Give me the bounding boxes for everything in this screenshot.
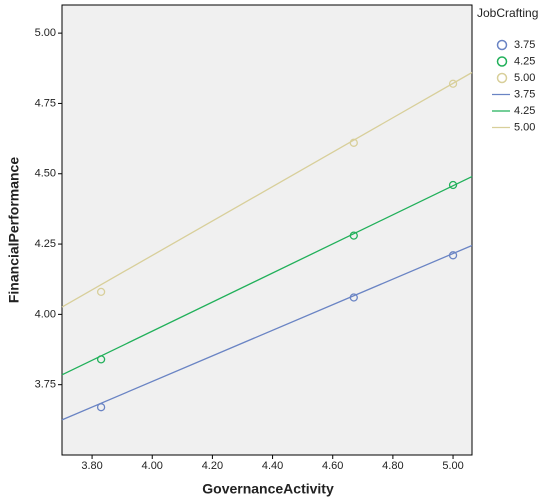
fit-line: [61, 71, 473, 308]
legend-label: 5.00: [514, 121, 535, 133]
x-tick-label: 4.00: [142, 460, 163, 472]
legend-label: 5.00: [514, 72, 535, 84]
fit-line: [61, 175, 473, 376]
legend-marker: [496, 72, 508, 84]
point: [349, 231, 358, 240]
x-tick-label: 4.60: [322, 460, 343, 472]
legend-label: 4.25: [514, 105, 535, 117]
point: [448, 180, 458, 190]
legend-label: 3.75: [514, 39, 535, 51]
y-axis-label: FinancialPerformance: [6, 157, 22, 303]
y-tick-label: 4.75: [35, 97, 56, 109]
x-axis-label: GovernanceActivity: [202, 481, 334, 497]
y-tick-label: 5.00: [35, 27, 56, 39]
point: [349, 293, 358, 302]
x-tick-label: 4.80: [382, 460, 403, 472]
legend-marker: [496, 56, 508, 67]
plot-area: [61, 4, 473, 456]
y-tick-label: 4.25: [35, 238, 56, 250]
legend-label: 3.75: [514, 88, 535, 100]
fit-line: [61, 244, 473, 421]
point: [448, 251, 458, 260]
point: [349, 138, 358, 147]
legend-label: 4.25: [514, 55, 535, 67]
y-tick-label: 4.50: [35, 168, 56, 180]
y-tick-label: 4.00: [35, 308, 56, 320]
legend-marker: [496, 39, 508, 51]
point: [96, 287, 106, 297]
y-tick-label: 3.75: [35, 379, 56, 391]
legend-title: JobCrafting: [477, 6, 538, 20]
x-tick-label: 4.40: [262, 460, 283, 472]
point: [96, 403, 106, 412]
x-tick-label: 3.80: [81, 460, 102, 472]
x-tick-label: 5.00: [442, 460, 463, 472]
point: [96, 355, 106, 364]
x-tick-label: 4.20: [202, 460, 223, 472]
point: [448, 79, 458, 88]
